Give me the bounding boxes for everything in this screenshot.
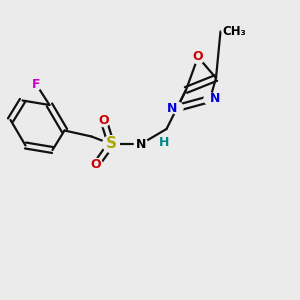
Text: O: O: [98, 113, 109, 127]
Circle shape: [204, 93, 216, 105]
Circle shape: [97, 113, 110, 127]
Text: H: H: [158, 136, 169, 149]
Circle shape: [171, 102, 183, 114]
Circle shape: [191, 50, 205, 64]
Text: N: N: [210, 92, 220, 106]
Text: O: O: [193, 50, 203, 64]
Text: O: O: [91, 158, 101, 172]
Circle shape: [134, 137, 148, 151]
Text: N: N: [136, 137, 146, 151]
Text: CH₃: CH₃: [222, 25, 246, 38]
Text: F: F: [32, 77, 40, 91]
Text: N: N: [167, 101, 177, 115]
Circle shape: [103, 136, 119, 152]
Text: S: S: [106, 136, 116, 152]
Circle shape: [30, 78, 42, 90]
Circle shape: [89, 158, 103, 172]
